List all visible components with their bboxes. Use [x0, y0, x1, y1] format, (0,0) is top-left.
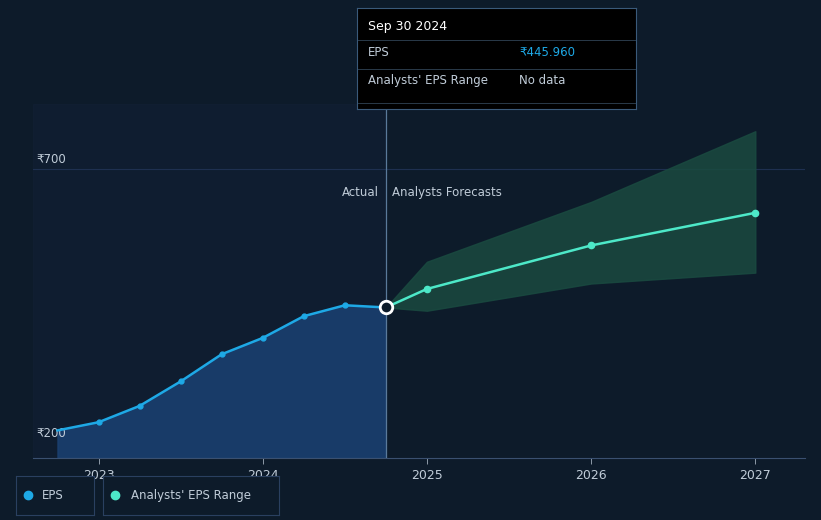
Text: Analysts' EPS Range: Analysts' EPS Range	[131, 489, 251, 502]
Bar	[33, 104, 386, 458]
Text: Analysts' EPS Range: Analysts' EPS Range	[369, 74, 488, 87]
Text: EPS: EPS	[369, 46, 390, 59]
Text: Sep 30 2024: Sep 30 2024	[369, 20, 447, 33]
Text: No data: No data	[519, 74, 566, 87]
Text: Actual: Actual	[342, 186, 379, 199]
Text: Analysts Forecasts: Analysts Forecasts	[392, 186, 502, 199]
Text: ₹200: ₹200	[36, 427, 66, 440]
Text: EPS: EPS	[41, 489, 63, 502]
Text: ₹445.960: ₹445.960	[519, 46, 575, 59]
Text: ₹700: ₹700	[36, 153, 66, 166]
